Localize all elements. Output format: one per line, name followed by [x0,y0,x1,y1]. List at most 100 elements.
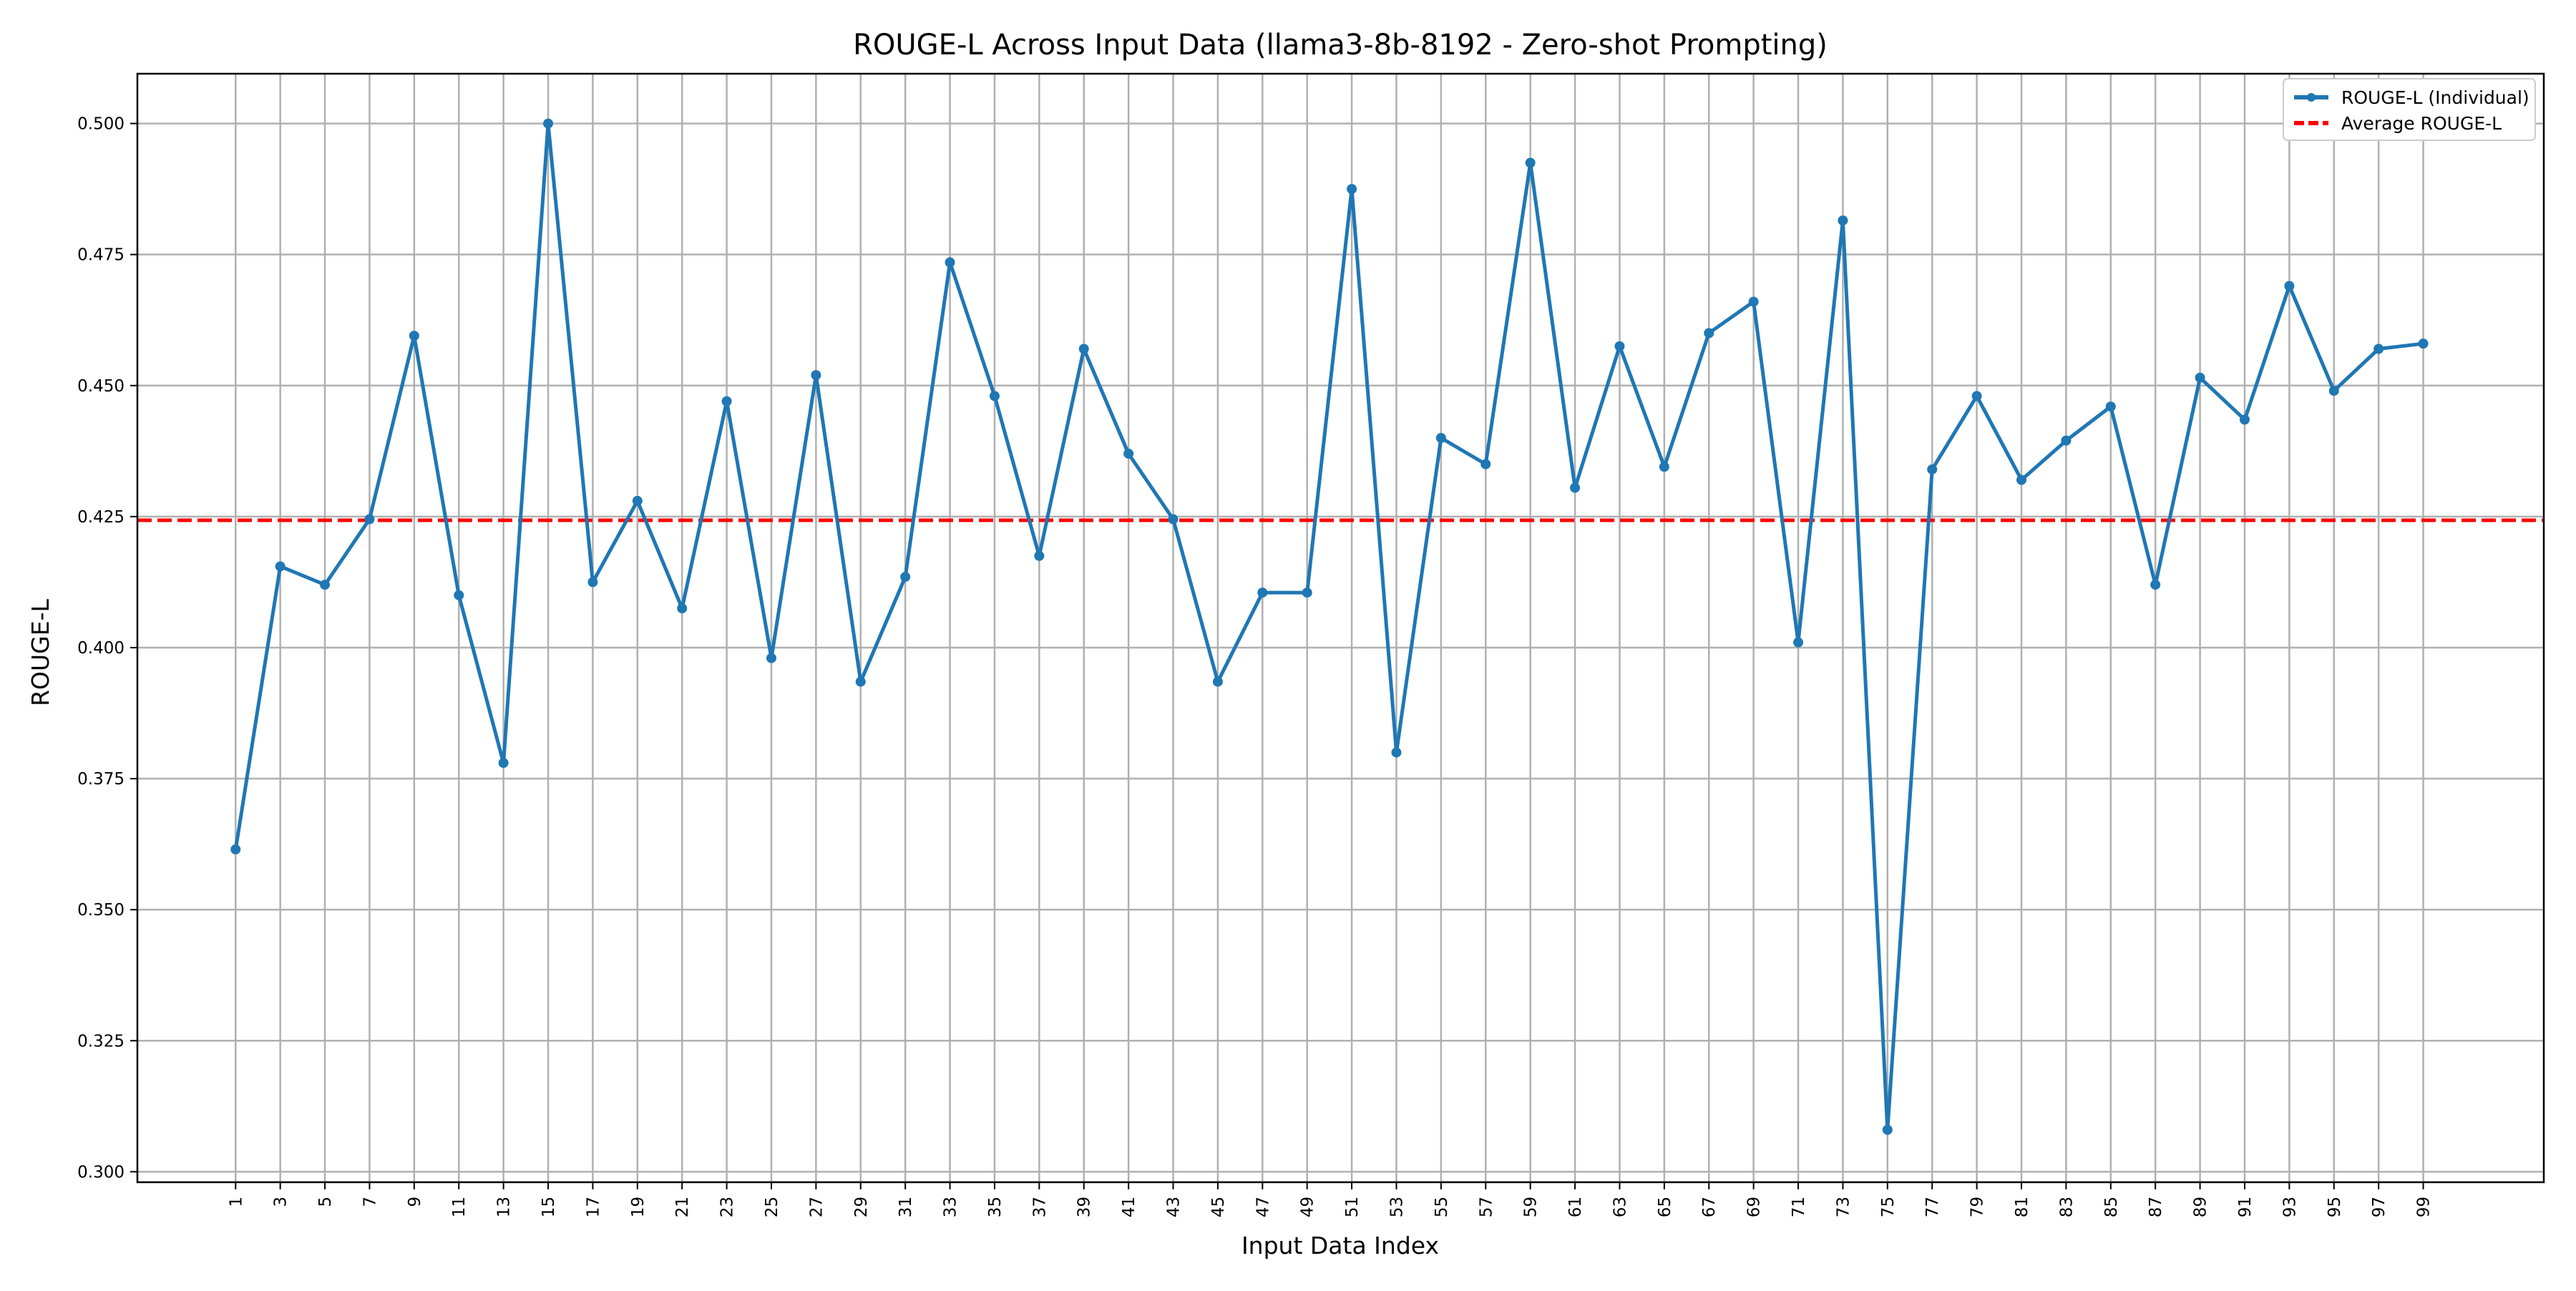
data-point [2239,414,2250,425]
x-tick-label: 37 [1030,1197,1049,1217]
x-tick-label: 69 [1745,1197,1764,1217]
x-tick-label: 39 [1075,1197,1094,1217]
data-point [230,844,241,854]
y-tick-labels: 0.300 0.325 0.350 0.375 0.400 0.425 0.450 0.475… [77,115,125,1182]
data-point [1347,184,1357,195]
data-point [1257,588,1268,598]
x-tick-label: 11 [450,1197,469,1217]
y-axis-label: ROUGE-L [26,599,54,706]
data-point [1212,676,1223,687]
x-tick-label: 51 [1343,1197,1362,1217]
data-point [855,676,866,687]
x-tick-label: 7 [361,1197,379,1207]
y-tick-label: 0.350 [77,901,125,920]
x-tick-label: 49 [1299,1197,1317,1217]
x-tick-label: 55 [1433,1197,1451,1217]
x-tick-label: 43 [1165,1197,1184,1217]
x-tick-label: 1 [227,1197,245,1207]
data-point [409,331,419,341]
data-point [721,396,732,406]
series-line-individual [233,122,2424,1132]
legend: ROUGE-L (Individual) Average ROUGE-L [2283,78,2536,141]
data-point [1882,1124,1893,1135]
data-point [2150,580,2161,590]
x-tick-label: 77 [1923,1197,1942,1217]
x-tick-label: 41 [1120,1197,1138,1217]
legend-frame [2283,78,2536,141]
x-tick-label: 47 [1254,1197,1272,1217]
data-point [2418,338,2429,349]
x-tick-label: 61 [1566,1197,1585,1217]
x-tick-label: 53 [1387,1197,1406,1217]
y-tick-label: 0.450 [77,377,125,396]
legend-label-individual: ROUGE-L (Individual) [2341,87,2529,108]
data-point [1927,464,1938,474]
x-tick-label: 71 [1790,1197,1808,1217]
data-point [1614,341,1625,351]
data-point [2195,372,2205,383]
data-point [543,118,554,129]
data-point [2328,386,2339,396]
data-point [1659,462,1669,472]
x-tick-label: 73 [1834,1197,1853,1217]
data-point [2105,401,2116,412]
y-tick-label: 0.325 [77,1032,125,1051]
x-tick-label: 27 [807,1197,826,1217]
x-tick-label: 97 [2370,1197,2389,1217]
x-tick-label: 83 [2057,1197,2076,1217]
x-tick-labels: 1 3 5 7 9 11 13 15 17 19 21 23 25 27 29 31 33 35 37 39 41 43 4… [227,1197,2433,1217]
x-tick-label: 45 [1209,1197,1228,1217]
series-individual [230,118,2429,1135]
x-tick-label: 59 [1522,1197,1541,1217]
x-tick-label: 95 [2326,1197,2344,1217]
data-point [811,370,821,381]
data-point [900,572,911,583]
x-tick-label: 25 [763,1197,781,1217]
x-tick-label: 93 [2280,1197,2299,1217]
data-point [1034,550,1045,561]
x-tick-label: 63 [1611,1197,1629,1217]
legend-marker-individual [2307,93,2316,102]
data-point [1570,482,1581,493]
y-tick-label: 0.425 [77,508,125,527]
data-point [989,391,1000,401]
data-point [1480,459,1491,469]
data-point [945,257,955,268]
data-point [1971,391,1982,401]
data-point [587,577,598,588]
data-point [498,758,509,769]
x-tick-label: 65 [1656,1197,1674,1217]
x-tick-label: 87 [2147,1197,2165,1217]
x-tick-label: 29 [852,1197,871,1217]
data-point [275,561,286,572]
chart-title: ROUGE-L Across Input Data (llama3-8b-819… [853,29,1828,62]
x-tick-label: 99 [2415,1197,2434,1217]
x-tick-label: 9 [406,1197,424,1207]
x-tick-label: 17 [584,1197,602,1217]
data-point [2284,281,2295,291]
x-tick-label: 15 [540,1197,558,1217]
data-point [1704,328,1714,338]
plot-frame [136,72,2545,1184]
x-tick-label: 13 [495,1197,514,1217]
data-point [1168,514,1179,525]
x-tick-label: 5 [316,1197,335,1207]
legend-label-average: Average ROUGE-L [2341,113,2502,134]
x-tick-label: 75 [1879,1197,1898,1217]
x-tick-label: 89 [2192,1197,2210,1217]
data-point [1302,588,1312,598]
data-point [677,603,688,614]
data-point [766,653,776,663]
x-axis-label: Input Data Index [1241,1232,1439,1260]
data-point [1748,296,1759,307]
y-tick-label: 0.475 [77,246,125,265]
x-tick-label: 19 [629,1197,648,1217]
data-point [1078,344,1089,354]
data-point [1838,215,1848,226]
x-tick-label: 35 [986,1197,1005,1217]
data-point [364,514,375,525]
x-tick-label: 3 [272,1197,291,1207]
data-point [454,590,464,600]
y-tick-label: 0.400 [77,639,125,658]
